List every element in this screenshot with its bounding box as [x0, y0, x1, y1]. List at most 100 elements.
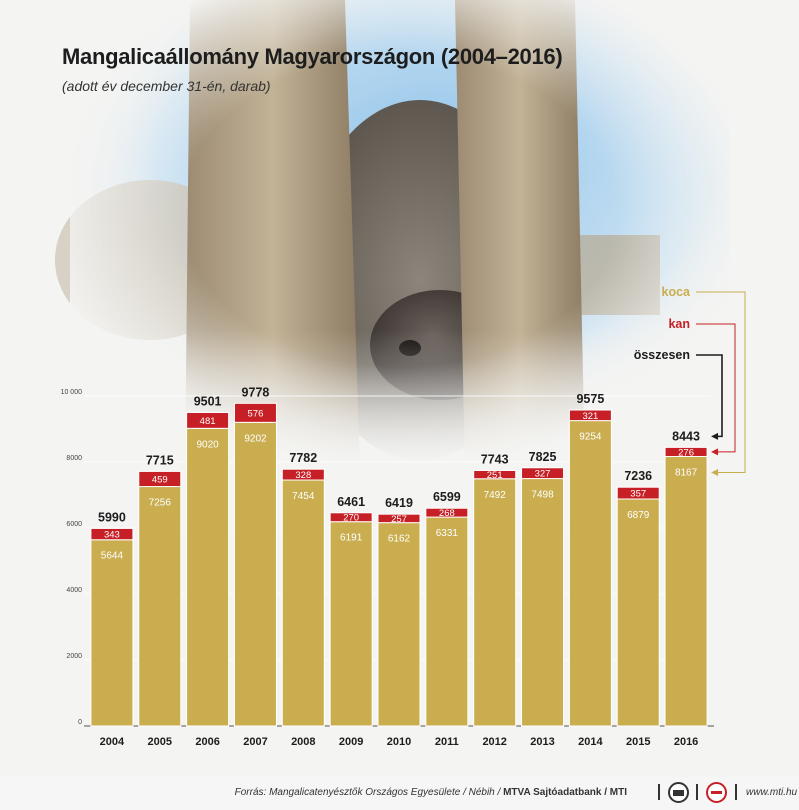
bar-koca — [138, 486, 182, 727]
legend-arrow-icon — [711, 448, 719, 456]
bar-kan — [186, 411, 230, 429]
koca-value-label: 6331 — [436, 528, 459, 539]
legend-leader-line — [696, 291, 746, 473]
bar-kan — [329, 512, 373, 523]
kan-value-label: 481 — [200, 416, 216, 427]
bar-koca — [186, 427, 230, 727]
bar-kan — [521, 467, 565, 480]
source-text: Forrás: Mangalicatenyésztők Országos Egy… — [235, 787, 627, 798]
x-tick-label: 2015 — [626, 736, 650, 748]
bar-kan — [616, 486, 660, 500]
bar-koca — [281, 479, 325, 727]
total-value-label: 7825 — [529, 450, 557, 464]
x-tick-label: 2006 — [195, 736, 219, 748]
x-tick-label: 2016 — [674, 736, 698, 748]
y-tick-label: 4000 — [66, 587, 82, 594]
footer-separator — [658, 784, 660, 800]
bar-kan — [90, 527, 134, 541]
koca-value-label: 6162 — [388, 534, 411, 545]
total-value-label: 6419 — [385, 496, 413, 510]
bar-koca — [425, 516, 469, 727]
mti-logo-icon — [706, 782, 727, 803]
background-photo — [55, 0, 740, 480]
kan-value-label: 459 — [152, 474, 168, 485]
y-tick-label: 10 000 — [61, 389, 83, 396]
koca-value-label: 7454 — [292, 491, 315, 502]
bar-koca — [568, 420, 612, 727]
total-value-label: 6599 — [433, 490, 461, 504]
koca-value-label: 7498 — [531, 490, 554, 501]
footer-separator — [696, 784, 698, 800]
bar-kan — [138, 470, 182, 488]
koca-value-label: 9020 — [196, 439, 219, 450]
total-value-label: 7236 — [624, 469, 652, 483]
legend-leader-line — [696, 323, 736, 453]
bar-kan — [281, 468, 325, 481]
koca-value-label: 7256 — [149, 498, 172, 509]
legend-arrow-icon — [711, 432, 719, 440]
x-tick-label: 2014 — [578, 736, 603, 748]
source-bank: MTVA Sajtóadatbank / MTI — [503, 787, 627, 798]
bar-kan — [377, 513, 421, 524]
koca-value-label: 7492 — [484, 490, 507, 501]
x-tick-label: 2011 — [435, 736, 459, 748]
x-tick-label: 2007 — [243, 736, 267, 748]
bar-kan — [568, 409, 612, 422]
koca-value-label: 8167 — [675, 467, 698, 478]
kan-value-label: 327 — [535, 469, 551, 480]
total-value-label: 8443 — [672, 429, 700, 443]
total-value-label: 7782 — [289, 451, 317, 465]
total-value-label: 7715 — [146, 453, 174, 467]
x-tick-label: 2012 — [482, 736, 506, 748]
koca-value-label: 6879 — [627, 510, 650, 521]
bar-koca — [473, 478, 517, 727]
total-value-label: 9778 — [242, 385, 270, 399]
total-value-label: 6461 — [337, 495, 365, 509]
kan-value-label: 276 — [678, 447, 694, 458]
bar-koca — [521, 478, 565, 727]
x-tick-label: 2005 — [148, 736, 172, 748]
kan-value-label: 268 — [439, 508, 455, 519]
chart-title: Mangalicaállomány Magyarországon (2004–2… — [62, 44, 563, 69]
total-value-label: 9501 — [194, 394, 222, 408]
mtva-logo-icon — [668, 782, 689, 803]
y-tick-label: 6000 — [66, 521, 82, 528]
legend-arrow-icon — [711, 468, 719, 476]
total-value-label: 7743 — [481, 452, 509, 466]
x-tick-label: 2004 — [100, 736, 125, 748]
kan-value-label: 321 — [582, 411, 598, 422]
bar-kan — [233, 402, 277, 423]
y-tick-label: 2000 — [66, 653, 82, 660]
bar-koca — [377, 522, 421, 727]
koca-value-label: 6191 — [340, 533, 363, 544]
legend-label-kan: kan — [668, 317, 690, 331]
x-tick-label: 2009 — [339, 736, 363, 748]
bar-kan — [425, 507, 469, 518]
x-tick-label: 2013 — [530, 736, 554, 748]
legend-label-sszesen: összesen — [634, 348, 690, 362]
kan-value-label: 270 — [343, 513, 359, 524]
kan-value-label: 576 — [248, 408, 264, 419]
kan-value-label: 257 — [391, 514, 407, 525]
kan-value-label: 357 — [630, 489, 646, 500]
x-tick-label: 2010 — [387, 736, 411, 748]
footer-separator — [735, 784, 737, 800]
bar-koca — [90, 539, 134, 727]
kan-value-label: 251 — [487, 470, 503, 481]
bar-koca — [616, 498, 660, 727]
total-value-label: 5990 — [98, 510, 126, 524]
kan-value-label: 328 — [295, 470, 311, 481]
legend-leader-line — [696, 354, 723, 438]
x-tick-label: 2008 — [291, 736, 315, 748]
y-tick-label: 8000 — [66, 455, 82, 462]
bar-koca — [233, 421, 277, 727]
footer — [0, 777, 799, 810]
website-link[interactable]: www.mti.hu — [746, 787, 798, 798]
y-tick-label: 0 — [78, 719, 82, 726]
legend-label-koca: koca — [662, 285, 692, 299]
source-label: Forrás: Mangalicatenyésztők Országos Egy… — [234, 787, 504, 798]
bar-kan — [664, 446, 708, 457]
chart-subtitle: (adott év december 31-én, darab) — [62, 78, 271, 94]
